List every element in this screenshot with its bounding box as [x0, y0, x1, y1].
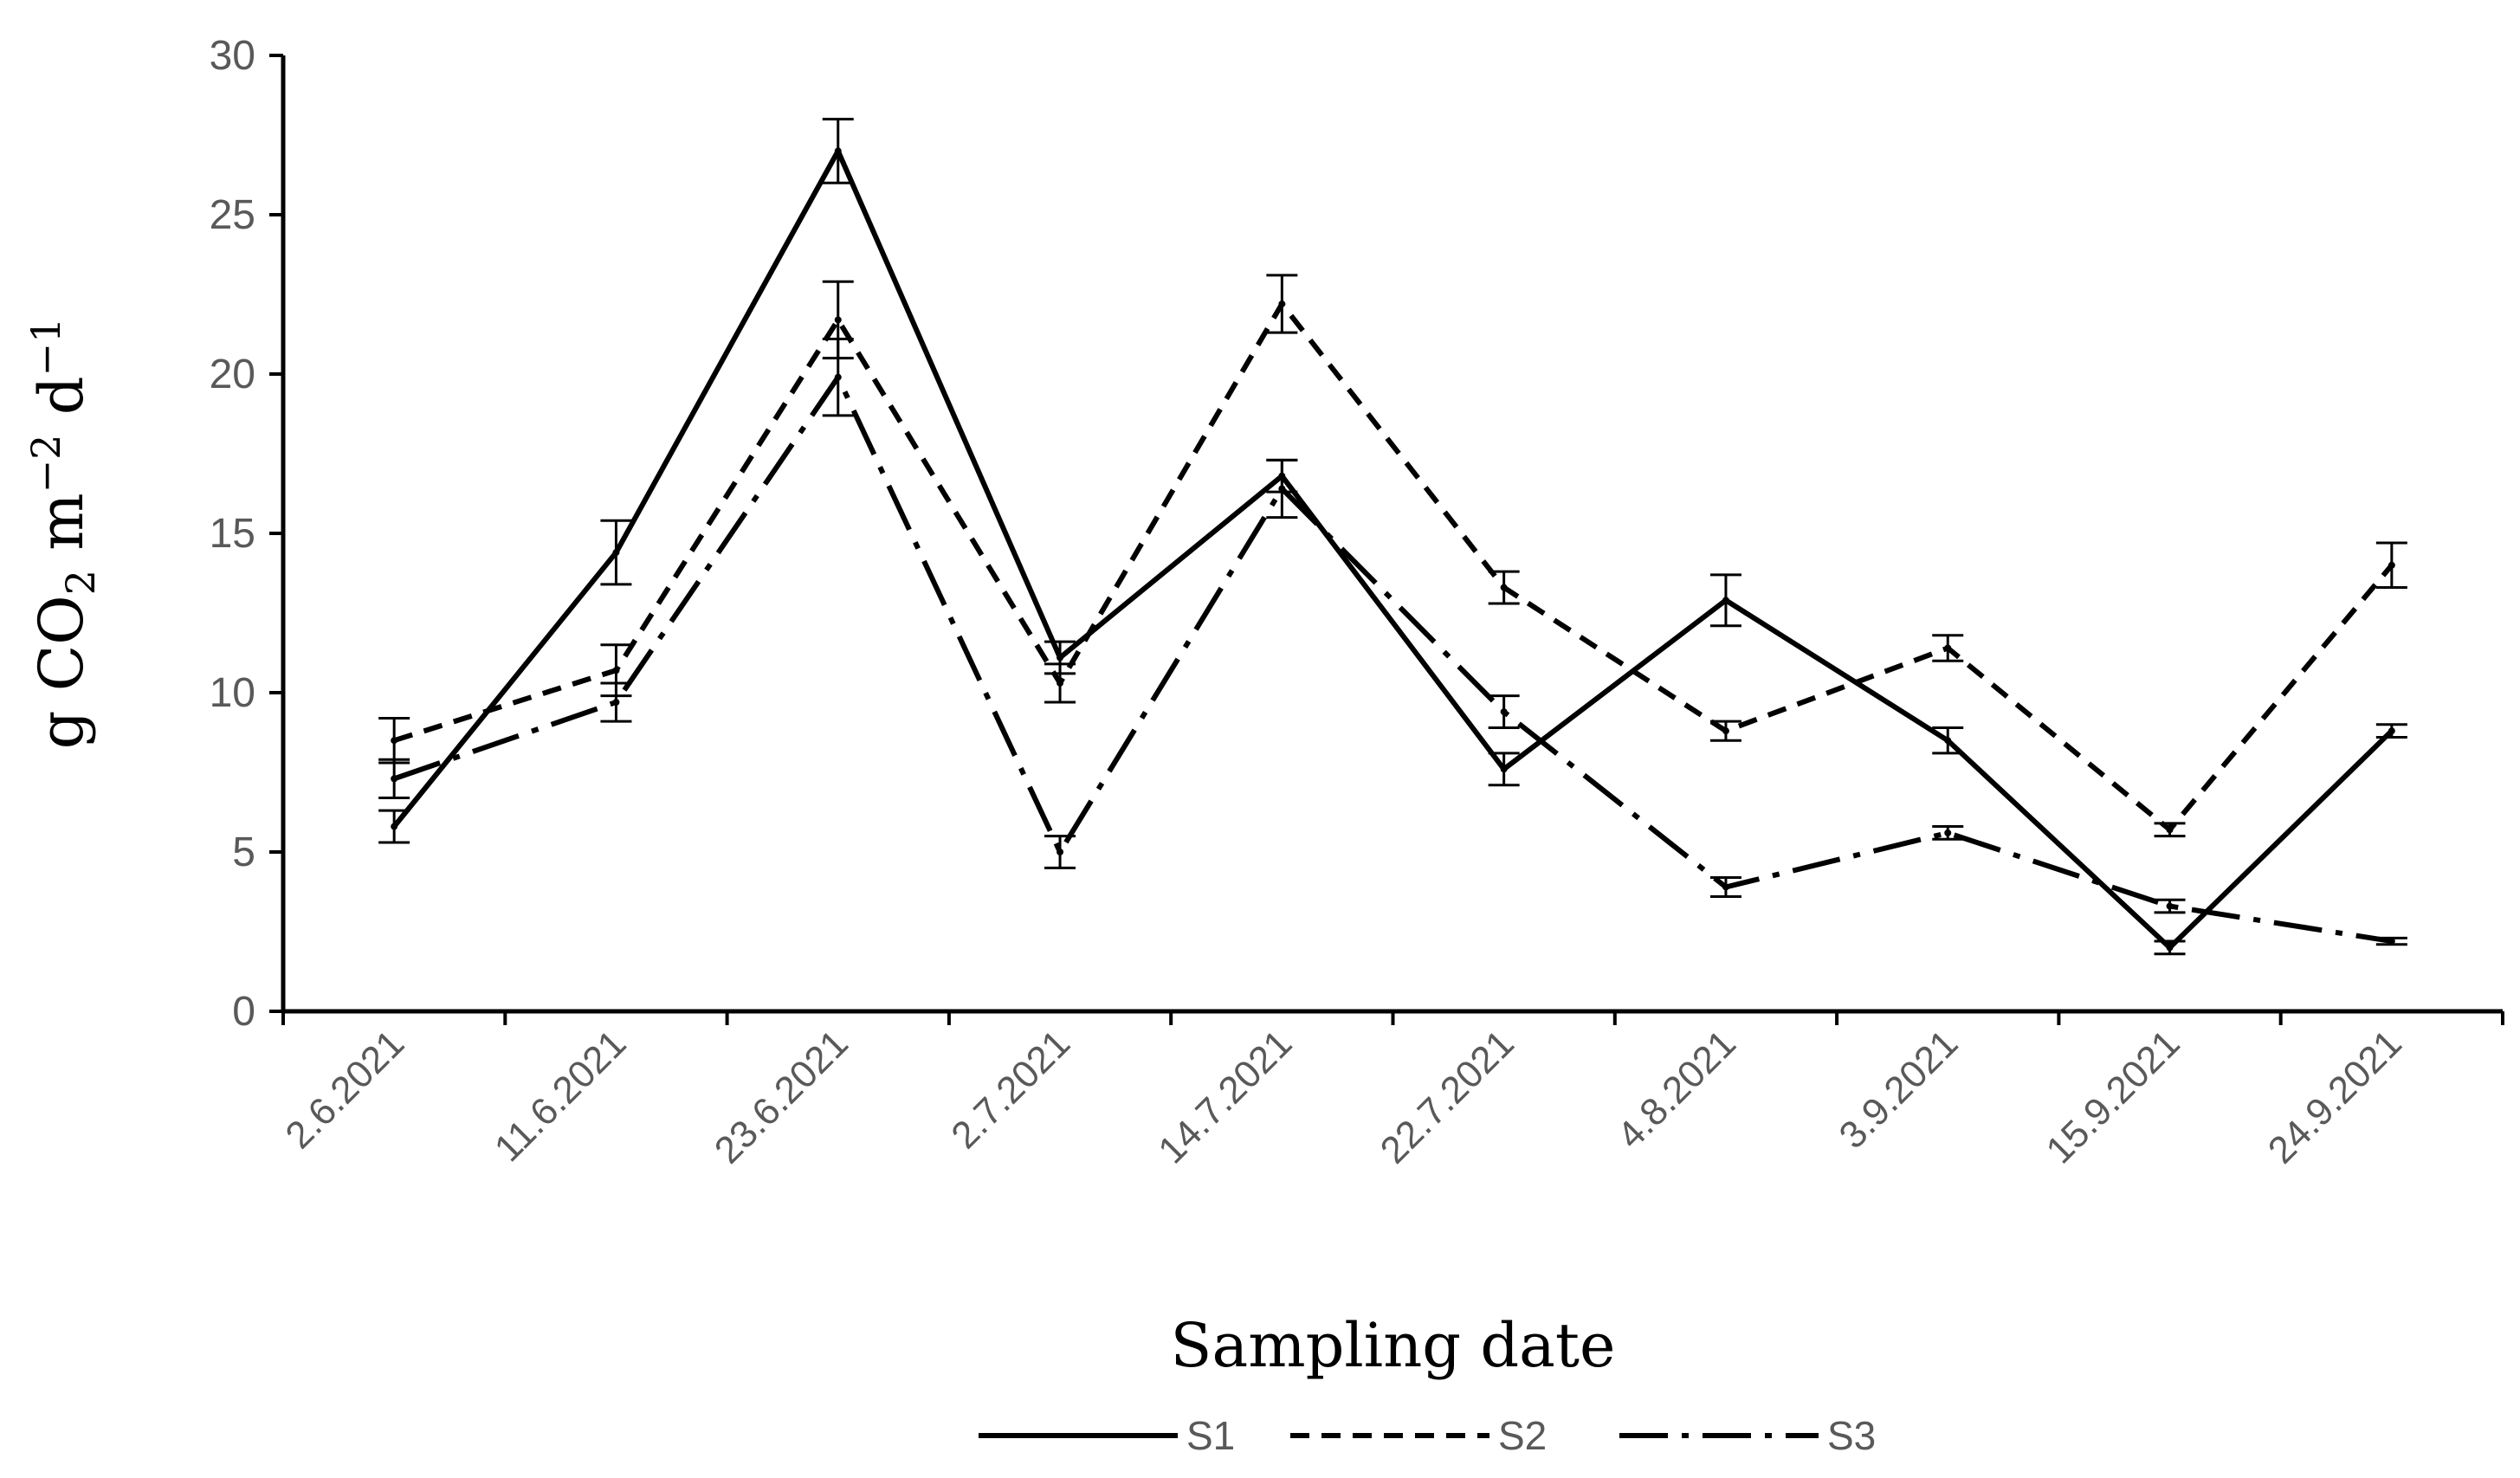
x-axis-label: Sampling date	[1171, 1310, 1616, 1381]
data-point	[834, 147, 842, 155]
data-point	[2166, 902, 2174, 910]
y-tick-label: 10	[210, 670, 255, 716]
data-point	[391, 823, 398, 830]
data-point	[1722, 597, 1729, 604]
data-point	[1722, 727, 1729, 735]
legend-label: S2	[1498, 1413, 1547, 1458]
x-tick-label: 24.9.2021	[2260, 1022, 2410, 1171]
y-tick-labels: 0 5 10 15 20 25 30	[210, 33, 255, 1035]
data-point	[1278, 485, 1286, 493]
data-point	[2388, 561, 2395, 569]
x-tick-label: 22.7.2021	[1373, 1022, 1522, 1171]
data-point	[2166, 944, 2174, 952]
y-axis-label-part: m	[26, 493, 97, 570]
data-point	[1278, 300, 1286, 308]
x-tick-label: 14.7.2021	[1150, 1022, 1300, 1171]
x-tick-label: 23.6.2021	[707, 1022, 856, 1171]
series-s3	[378, 338, 2407, 946]
data-point	[612, 667, 620, 674]
data-point	[1056, 679, 1064, 687]
y-axis-label-part: 2	[57, 570, 104, 595]
x-tick-label: 4.8.2021	[1609, 1022, 1744, 1157]
data-point	[1056, 654, 1064, 662]
legend-item-s3: S3	[1619, 1413, 1876, 1458]
y-axis-label-part: g CO	[26, 595, 97, 749]
data-point	[1500, 708, 1508, 716]
legend-label: S3	[1827, 1413, 1876, 1458]
data-point	[1944, 829, 1952, 836]
data-point	[834, 373, 842, 381]
y-axis-label: g CO2 m−2 d−1	[23, 318, 104, 750]
y-tick-label: 25	[210, 192, 255, 238]
data-point	[391, 737, 398, 745]
x-tick-label: 3.9.2021	[1832, 1022, 1967, 1157]
x-tick-labels: 2.6.2021 11.6.2021 23.6.2021 2.7.2021 14.7.2…	[277, 1022, 2409, 1171]
data-point	[2388, 727, 2395, 735]
data-point	[1722, 883, 1729, 891]
series-line-s2	[393, 299, 2394, 834]
y-tick-label: 20	[210, 352, 255, 397]
legend-item-s2: S2	[1290, 1413, 1547, 1458]
series-layer	[378, 118, 2407, 956]
data-point	[612, 699, 620, 707]
data-point	[1944, 644, 1952, 652]
series-s2	[378, 274, 2407, 838]
x-tick-label: 2.7.2021	[943, 1022, 1078, 1157]
y-axis-label-part: −1	[23, 318, 69, 377]
x-tick-label: 2.6.2021	[277, 1022, 412, 1157]
legend: S1 S2 S3	[979, 1413, 1876, 1458]
data-point	[1056, 849, 1064, 855]
series-s1	[378, 118, 2407, 956]
data-point	[1500, 765, 1508, 773]
data-point	[612, 549, 620, 557]
x-tick-label: 11.6.2021	[487, 1022, 635, 1170]
axes	[269, 54, 2504, 1025]
data-point	[2388, 938, 2395, 946]
data-point	[1944, 737, 1952, 745]
data-point	[2166, 826, 2174, 834]
legend-item-s1: S1	[979, 1413, 1235, 1458]
data-point	[391, 775, 398, 783]
legend-label: S1	[1186, 1413, 1235, 1458]
data-point	[1500, 584, 1508, 591]
y-axis-label-part: −2	[23, 435, 69, 494]
series-line-s1	[391, 145, 2394, 952]
data-point	[834, 316, 842, 324]
y-tick-label: 5	[232, 829, 255, 875]
y-axis-label-part: d	[26, 377, 97, 435]
series-line-s3	[393, 371, 2393, 945]
y-tick-label: 15	[210, 511, 255, 557]
x-tick-label: 15.9.2021	[2039, 1022, 2188, 1171]
y-tick-label: 0	[232, 989, 255, 1035]
y-tick-label: 30	[210, 33, 255, 79]
